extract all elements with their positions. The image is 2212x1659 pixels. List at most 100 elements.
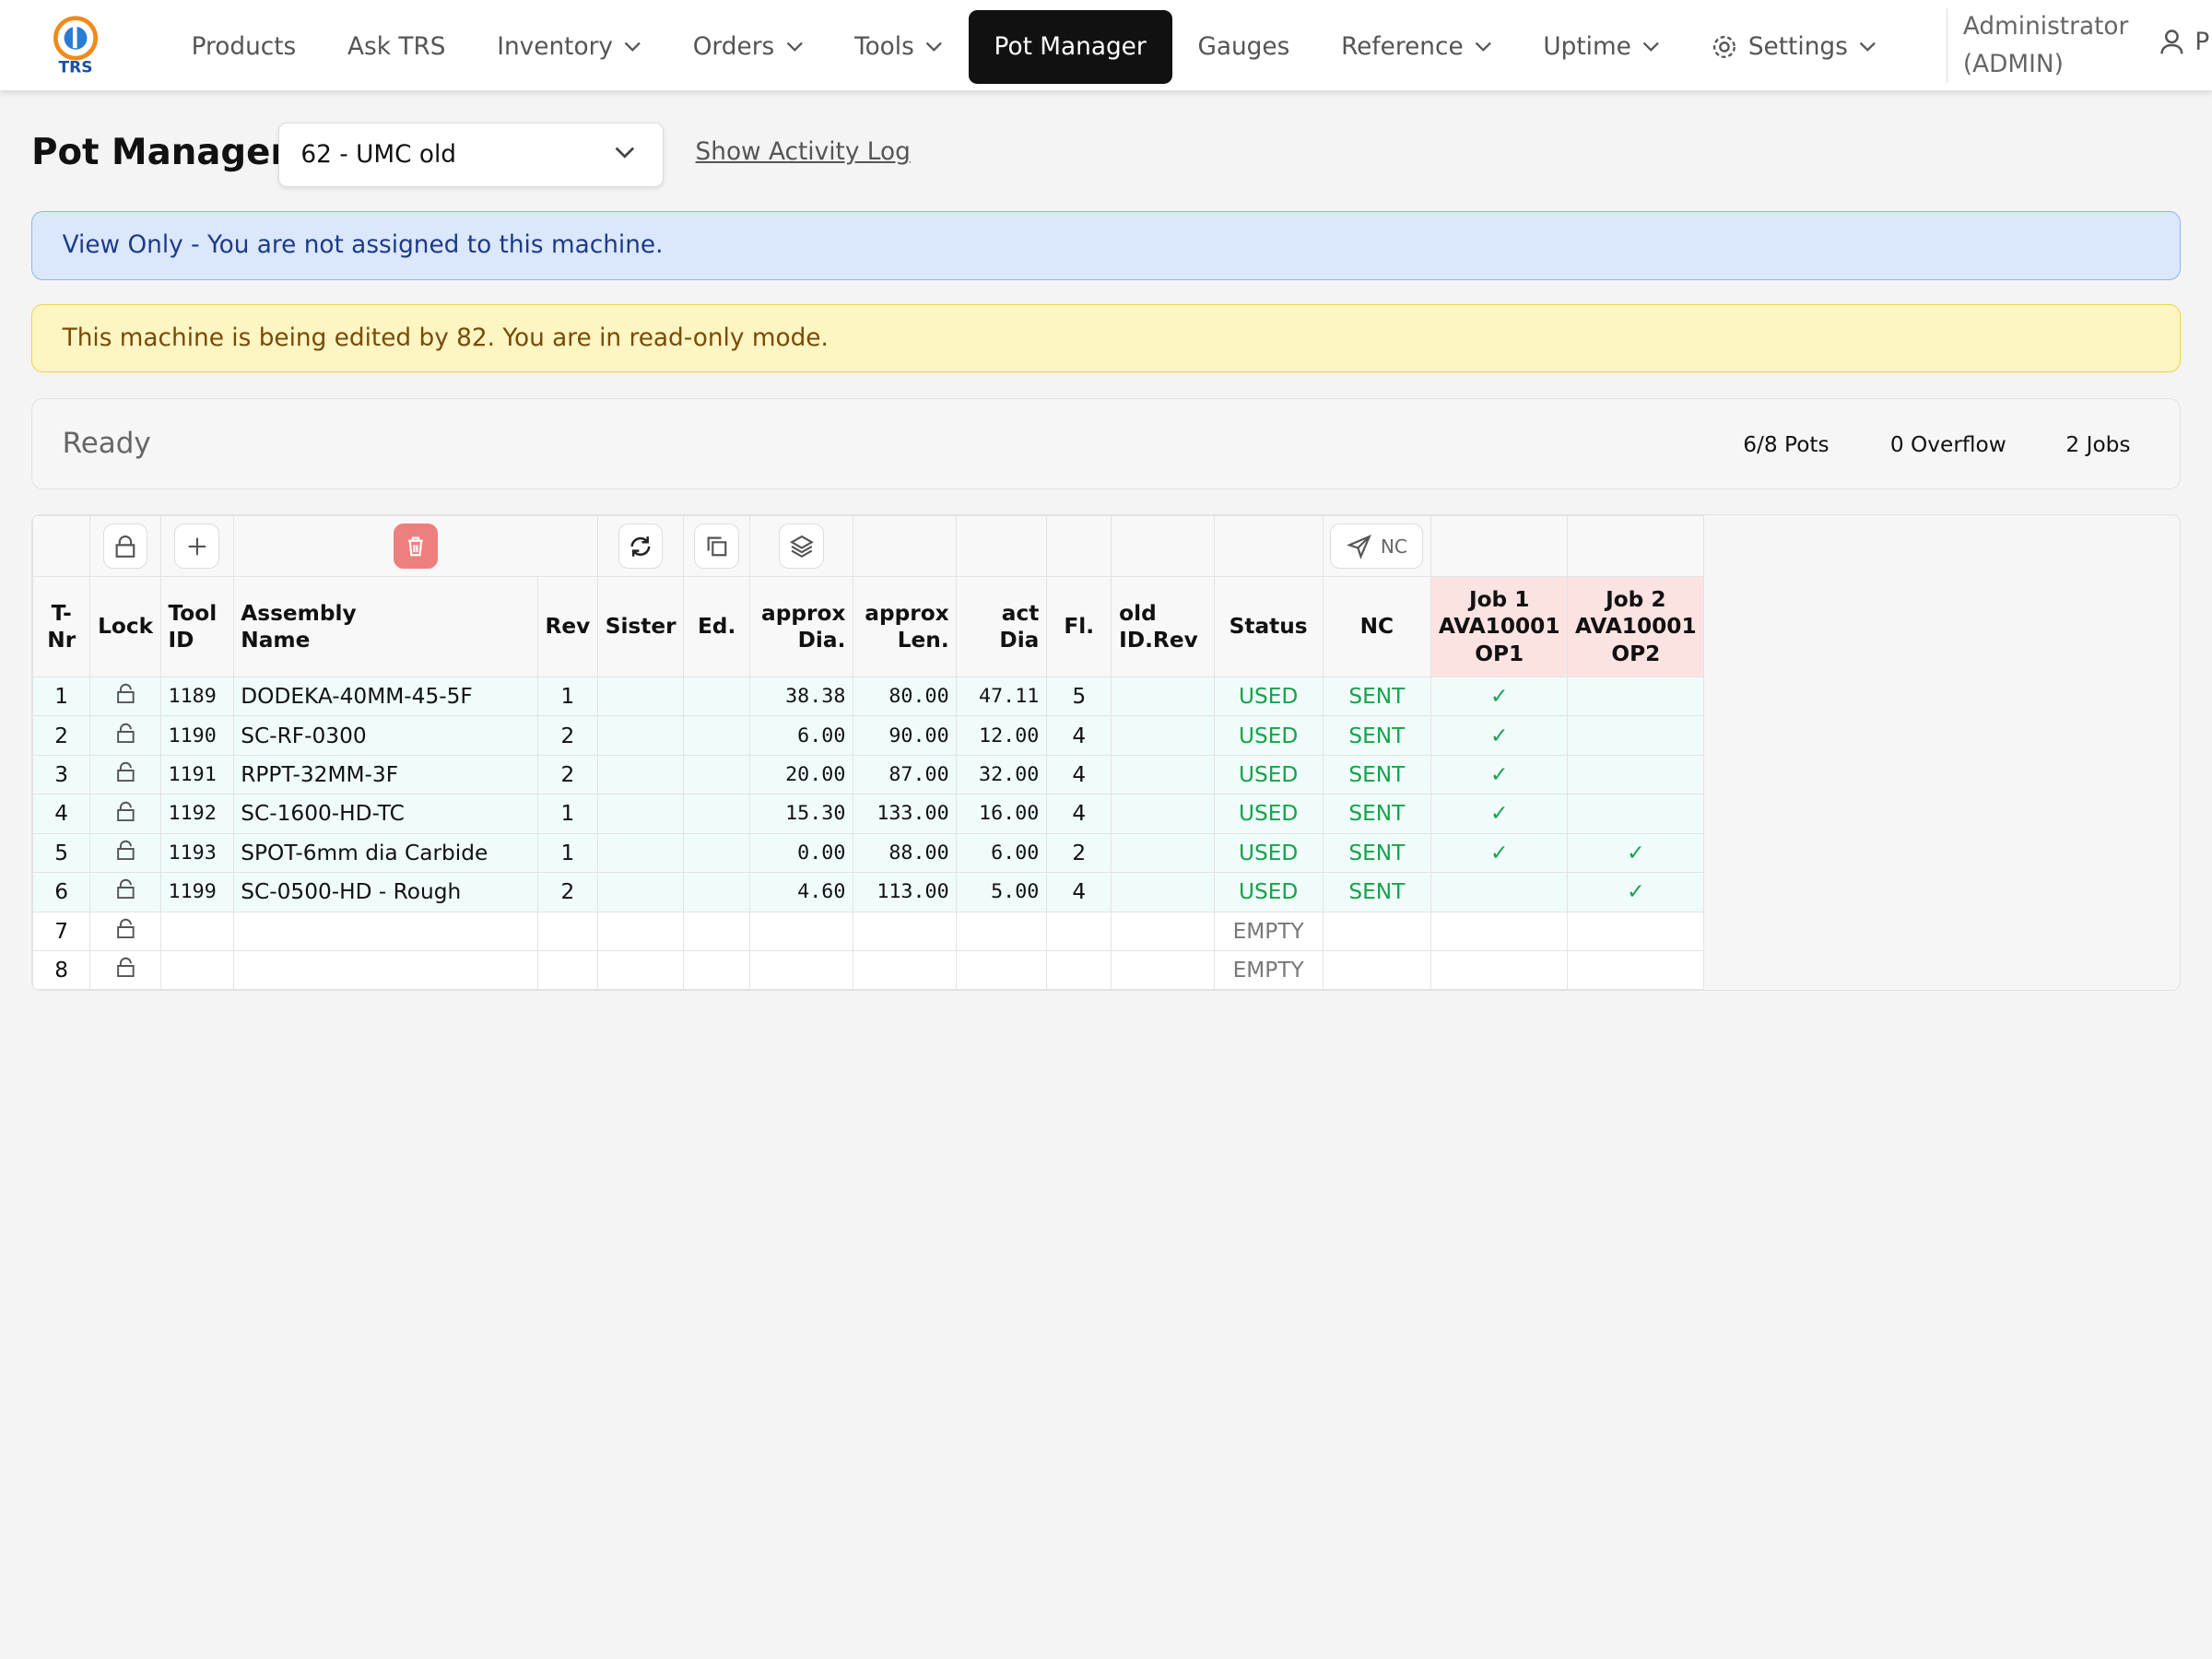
table-cell xyxy=(683,872,750,912)
table-cell: ✓ xyxy=(1567,872,1705,912)
table-cell: 1 xyxy=(32,676,91,717)
lock-icon[interactable] xyxy=(114,682,137,705)
table-cell xyxy=(89,715,161,756)
table-cell: SENT xyxy=(1322,872,1432,912)
table-cell: ✓ xyxy=(1430,754,1569,795)
table-cell xyxy=(1567,950,1705,991)
user-icon xyxy=(2160,29,2183,54)
copy-icon xyxy=(707,536,726,556)
nav-item[interactable]: Products xyxy=(166,10,322,85)
copy-button[interactable] xyxy=(694,524,739,569)
table-cell xyxy=(1111,950,1215,991)
column-header: act Dia xyxy=(956,576,1048,677)
chevron xyxy=(1475,41,1491,52)
logo[interactable]: TRS xyxy=(31,14,120,77)
chevron xyxy=(1859,41,1877,52)
toolbar-cell xyxy=(232,514,599,578)
table-cell: 12.00 xyxy=(956,715,1048,756)
add-button[interactable] xyxy=(174,524,219,569)
table-cell xyxy=(1567,715,1705,756)
column-header: T- Nr xyxy=(32,576,91,677)
table-cell: 4 xyxy=(32,794,91,834)
table-cell: 113.00 xyxy=(853,872,958,912)
lock-icon[interactable] xyxy=(114,839,137,862)
sync-icon xyxy=(630,535,651,557)
table-cell: 2 xyxy=(536,872,599,912)
table-cell: 20.00 xyxy=(748,754,854,795)
nc-button[interactable]: NC xyxy=(1330,524,1424,569)
chevron xyxy=(786,41,803,52)
table-cell: ✓ xyxy=(1430,676,1569,717)
table-cell xyxy=(89,872,161,912)
nav-item[interactable]: Tools xyxy=(829,10,969,85)
column-header: Status xyxy=(1213,576,1324,677)
table-cell: SPOT-6mm dia Carbide xyxy=(232,832,538,874)
table-cell: 32.00 xyxy=(956,754,1048,795)
nav-item[interactable]: Gauges xyxy=(1172,10,1316,85)
chevron xyxy=(625,41,641,52)
profile[interactable]: P xyxy=(2160,29,2209,56)
nav-label: Inventory xyxy=(497,33,613,62)
table-row: 7 EMPTY xyxy=(32,911,1705,952)
lock-icon[interactable] xyxy=(114,956,137,979)
nav-item[interactable]: Pot Manager xyxy=(968,9,1172,85)
machine-select[interactable]: 62 - UMC old xyxy=(278,123,665,187)
nav-label: Gauges xyxy=(1197,33,1290,62)
table-cell xyxy=(1111,676,1215,717)
nav-item[interactable]: Orders xyxy=(667,10,829,85)
table-cell xyxy=(536,950,599,991)
table-cell: ✓ xyxy=(1430,832,1569,874)
table-cell: RPPT-32MM-3F xyxy=(232,754,538,795)
nav-item[interactable]: Settings xyxy=(1686,10,1902,85)
layers-button[interactable] xyxy=(779,524,824,569)
activity-link[interactable]: Show Activity Log xyxy=(695,138,911,167)
table-cell xyxy=(159,911,234,952)
table-cell: 4 xyxy=(1046,715,1112,756)
table-cell: 3 xyxy=(32,754,91,795)
toolbar-cell xyxy=(1430,514,1569,578)
table-cell xyxy=(596,676,685,717)
chevron xyxy=(925,41,943,52)
logo-text: TRS xyxy=(59,59,93,77)
table-cell: 2 xyxy=(536,754,599,795)
table-cell: SC-RF-0300 xyxy=(232,715,538,756)
table-row: 2 1190 SC-RF-0300 2 6.00 90.00 12.00 4 USED SENT ✓ xyxy=(32,715,1705,756)
table-row: 6 1199 SC-0500-HD - Rough 2 4.60 113.00 5.00 4 U… xyxy=(32,872,1705,912)
table-cell: 1191 xyxy=(159,754,234,795)
table-cell xyxy=(89,832,161,874)
sync-button[interactable] xyxy=(618,524,664,569)
info-text: View Only - You are not assigned to this… xyxy=(62,231,664,260)
table-cell: SC-0500-HD - Rough xyxy=(232,872,538,912)
table-cell: 7 xyxy=(32,911,91,952)
lock-icon[interactable] xyxy=(114,877,137,900)
nav-item[interactable]: Reference xyxy=(1315,10,1517,85)
nav-label: Settings xyxy=(1747,33,1848,62)
lock-icon[interactable] xyxy=(114,760,137,783)
lock-all-button[interactable] xyxy=(102,524,148,569)
table-cell xyxy=(1430,911,1569,952)
table-cell xyxy=(1567,676,1705,717)
table-cell xyxy=(683,676,750,717)
send-icon xyxy=(1346,534,1371,559)
table-cell: 2 xyxy=(32,715,91,756)
lock-icon[interactable] xyxy=(114,800,137,823)
table-cell: 6 xyxy=(32,872,91,912)
table-cell xyxy=(853,950,958,991)
nav-item[interactable]: Uptime xyxy=(1518,10,1686,85)
table-cell xyxy=(1111,832,1215,874)
lock-icon[interactable] xyxy=(114,917,137,940)
table-cell: ✓ xyxy=(1430,794,1569,834)
nav-item[interactable]: Inventory xyxy=(471,10,666,85)
delete-button[interactable] xyxy=(393,524,438,569)
table-cell xyxy=(596,832,685,874)
table-cell xyxy=(1430,872,1569,912)
lock-icon[interactable] xyxy=(114,722,137,745)
table-cell xyxy=(596,754,685,795)
user-menu[interactable]: Administrator (ADMIN) xyxy=(1946,8,2128,83)
table-cell xyxy=(683,832,750,874)
nav-item[interactable]: Ask TRS xyxy=(322,10,471,85)
table-container: NC T- Nr Lock Tool ID Assembly Name Rev Sister… xyxy=(31,513,2181,992)
pots-count: 6/8 Pots xyxy=(1743,431,1830,457)
table-cell: 87.00 xyxy=(853,754,958,795)
toolbar-cell xyxy=(1111,514,1215,578)
